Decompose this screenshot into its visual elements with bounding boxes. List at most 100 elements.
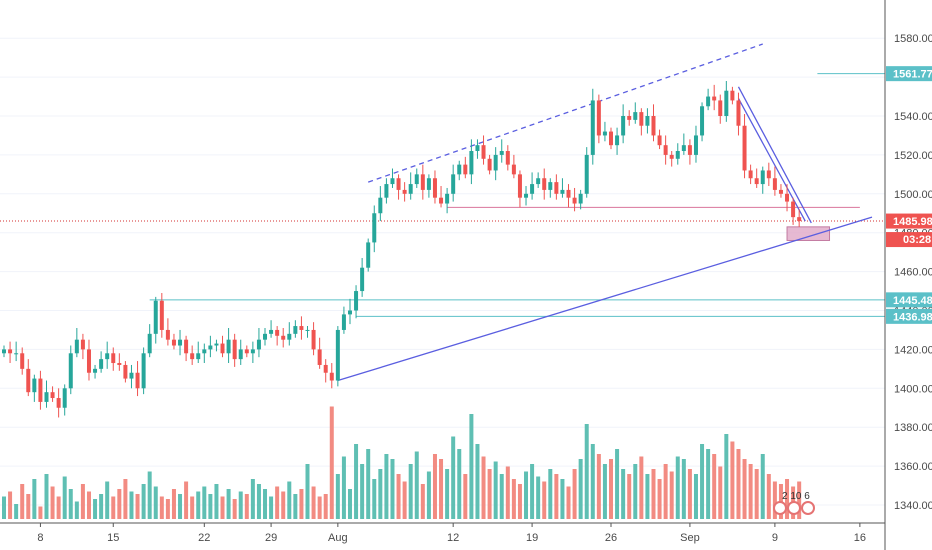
candle-body <box>62 388 67 408</box>
volume-bar <box>135 494 140 519</box>
volume-bar <box>457 449 462 519</box>
volume-bar <box>439 459 444 519</box>
volume-bar <box>596 454 601 519</box>
volume-bar <box>536 476 541 519</box>
volume-bar <box>384 454 389 519</box>
candle-body <box>457 164 462 175</box>
volume-bar <box>396 474 401 519</box>
volume-bar <box>263 489 268 519</box>
event-flag-icon[interactable] <box>787 501 801 515</box>
volume-bar <box>2 496 6 519</box>
volume-bar <box>32 479 37 519</box>
volume-bar <box>621 469 626 519</box>
event-flag-icon[interactable] <box>773 501 787 515</box>
candle-body <box>196 353 201 360</box>
candle-body <box>517 174 522 198</box>
time-tick-label: 12 <box>447 532 459 544</box>
volume-bar <box>20 484 25 519</box>
volume-bar <box>129 491 134 519</box>
volume-bar <box>208 494 213 519</box>
candle-body <box>633 112 638 120</box>
candle-body <box>621 116 626 136</box>
candle-body <box>32 378 37 393</box>
candle-body <box>68 353 73 389</box>
candle-body <box>639 112 644 126</box>
candle-body <box>548 182 553 190</box>
candle-body <box>499 151 504 155</box>
level-price-tag: 1561.774 <box>893 69 932 81</box>
candle-body <box>487 158 492 171</box>
candle-body <box>420 174 425 190</box>
candle-body <box>778 189 783 194</box>
candle-body <box>2 349 6 354</box>
candle-body <box>372 213 377 243</box>
trendline <box>737 86 812 224</box>
candle-body <box>469 151 474 175</box>
price-axis[interactable]: 1340.000 1360.000 1380.000 1400.000 1420.000… <box>894 33 932 512</box>
volume-bar <box>354 444 359 519</box>
countdown-tag: 03:28 <box>903 234 931 246</box>
candle-body <box>645 116 650 126</box>
candle-body <box>560 189 565 194</box>
time-tick-label: Sep <box>680 532 700 544</box>
volume-bar <box>299 489 304 519</box>
candle-body <box>760 170 765 185</box>
candle-body <box>493 154 498 171</box>
volume-bar <box>609 459 613 519</box>
volume-bar <box>445 469 450 519</box>
volume-bar <box>8 491 13 519</box>
price-tick-label: 1360.000 <box>894 461 932 473</box>
candle-body <box>451 174 456 194</box>
candle-body <box>117 363 122 365</box>
candle-body <box>530 184 535 194</box>
candle-body <box>190 353 195 360</box>
event-markers[interactable]: 2 10 6 <box>773 491 815 515</box>
candle-body <box>135 372 140 389</box>
volume-bar <box>378 469 383 519</box>
price-tick-label: 1540.000 <box>894 111 932 123</box>
volume-bar <box>633 464 638 519</box>
candle-body <box>323 364 328 373</box>
candle-body <box>354 291 359 311</box>
candle-body <box>785 193 790 202</box>
candle-body <box>797 217 802 222</box>
event-flag-icon[interactable] <box>801 501 815 515</box>
candle-body <box>20 353 25 369</box>
candle-body <box>481 145 486 159</box>
volume-bar <box>766 474 771 519</box>
volume-bar <box>639 456 644 519</box>
candle-body <box>269 329 274 334</box>
price-tick-label: 1500.000 <box>894 189 932 201</box>
volume-bar <box>785 479 790 519</box>
candle-body <box>305 329 310 331</box>
candle-body <box>111 353 116 364</box>
volume-bar <box>244 494 249 519</box>
volume-bar <box>736 449 741 519</box>
candle-body <box>384 184 389 198</box>
volume-bar <box>275 486 280 519</box>
volume-bar <box>499 474 504 519</box>
volume-bar <box>687 469 692 519</box>
volume-bar <box>469 414 474 519</box>
candle-body <box>505 151 510 165</box>
candle-body <box>590 100 595 155</box>
volume-bar <box>760 454 765 519</box>
time-tick-label: 26 <box>605 532 617 544</box>
candle-body <box>414 174 419 185</box>
candle-body <box>432 178 437 198</box>
volume-bar <box>105 481 110 519</box>
candle-body <box>439 197 444 204</box>
volume-bar <box>493 461 498 519</box>
level-price-tag-bg <box>886 292 932 308</box>
time-tick-label: 15 <box>107 532 119 544</box>
trendline <box>367 43 763 183</box>
time-tick-label: 16 <box>854 532 866 544</box>
candle-body <box>445 193 450 204</box>
candle-body <box>93 368 98 373</box>
candle-body <box>26 368 31 393</box>
volume-bar <box>269 496 274 519</box>
time-axis[interactable]: 8 15 22 29 Aug 12 19 26 Sep 9 16 <box>37 523 866 544</box>
candle-body <box>293 326 298 334</box>
volume-bar <box>329 406 334 519</box>
